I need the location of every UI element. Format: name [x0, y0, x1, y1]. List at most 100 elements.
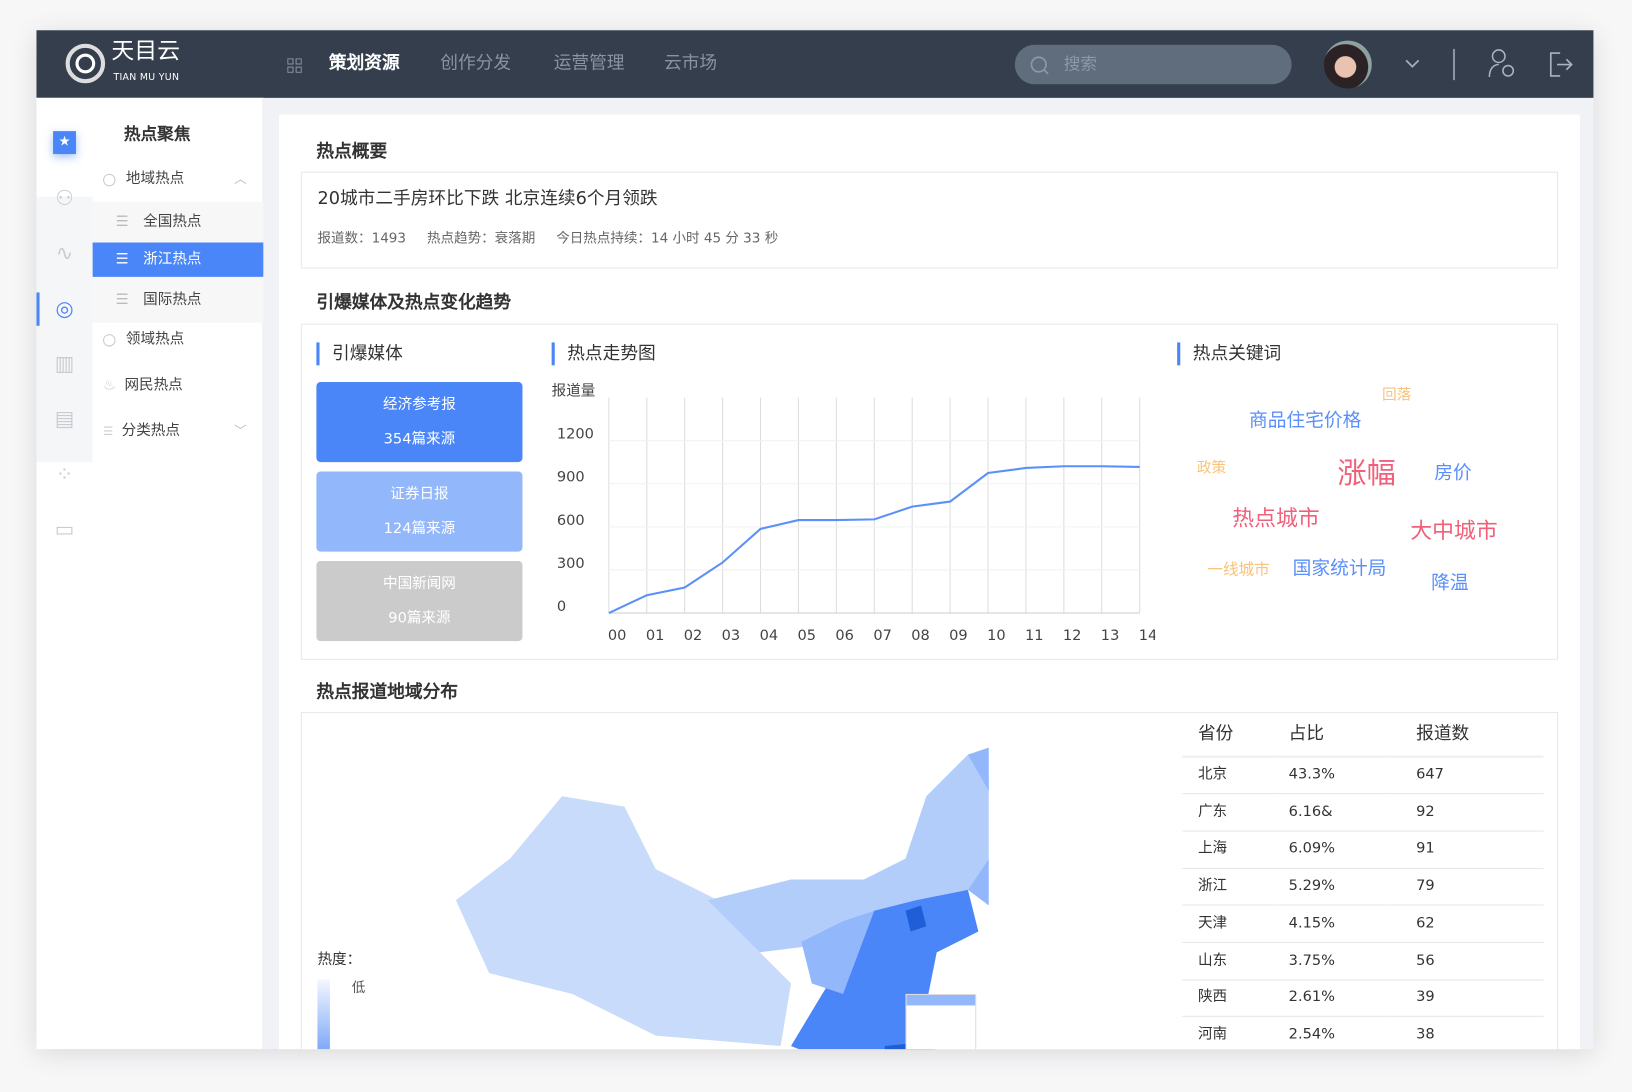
region-box: 热度： 低 省份 占比 报道数 北京 43.3% 647 广东 6.16& 92 上海 6.0…: [300, 711, 1559, 1050]
y-tick-label: 900: [557, 469, 585, 486]
nav-operations[interactable]: 运营管理: [553, 53, 625, 74]
table-row[interactable]: 北京 43.3% 647: [1182, 756, 1544, 795]
trend-label: 热点趋势：: [426, 231, 495, 247]
sidebar-item-label: 全国热点: [143, 213, 202, 230]
chevron-down-icon[interactable]: [1404, 57, 1421, 69]
list-icon: ☰: [115, 291, 129, 309]
logout-icon[interactable]: [1548, 51, 1575, 78]
sidebar-item-domain[interactable]: 领域热点: [93, 323, 264, 357]
legend-title: 热度：: [317, 951, 362, 968]
app-window: 天目云 TIAN MU YUN 策划资源 创作分发 运营管理 云市场 搜索 ★ ⚇…: [36, 30, 1594, 1050]
map-region-west: [455, 796, 792, 1047]
x-tick-label: 08: [911, 627, 930, 644]
user-settings-icon[interactable]: [1487, 48, 1516, 79]
monitor-icon[interactable]: ▭: [54, 517, 75, 541]
cell-province: 天津: [1182, 905, 1279, 943]
user-avatar[interactable]: [1323, 40, 1372, 89]
cell-province: 北京: [1182, 756, 1279, 795]
media-card[interactable]: 经济参考报 354篇来源: [316, 381, 523, 463]
chevron-down-icon[interactable]: ﹀: [234, 423, 247, 439]
summary-stats: 报道数：1493 热点趋势：衰落期 今日热点持续：14 小时 45 分 33 秒: [317, 230, 778, 248]
list-icon: ☰: [115, 213, 129, 230]
cell-ratio: 2.61%: [1278, 979, 1385, 1018]
keyword[interactable]: 房价: [1434, 462, 1472, 484]
map-region-northeast: [967, 747, 989, 906]
trend-box: 引爆媒体 经济参考报 354篇来源 证券日报 124篇来源 中国新闻网 90篇来源 热点走…: [300, 323, 1559, 660]
keyword[interactable]: 回落: [1382, 387, 1412, 404]
search-input[interactable]: 搜索: [1014, 44, 1292, 85]
keyword[interactable]: 国家统计局: [1292, 557, 1387, 580]
logo-title: 天目云: [111, 38, 181, 65]
table-row[interactable]: 天津 4.15% 62: [1182, 905, 1544, 943]
list-icon: ☰: [115, 250, 129, 268]
keyword[interactable]: 政策: [1196, 460, 1227, 477]
sidebar: 热点聚焦 地域热点 ︿ ☰ 全国热点 ☰ 浙江热点 ☰ 国际热点 领域热点 ♨ 网民热点…: [92, 97, 264, 1050]
sidebar-item-netizen[interactable]: ♨ 网民热点: [93, 368, 264, 402]
media-card[interactable]: 中国新闻网 90篇来源: [316, 560, 523, 642]
media-card[interactable]: 证券日报 124篇来源: [316, 471, 523, 552]
cell-count: 62: [1384, 905, 1544, 943]
table-row[interactable]: 浙江 5.29% 79: [1182, 868, 1544, 906]
keyword[interactable]: 热点城市: [1232, 505, 1320, 531]
globe-icon: [103, 333, 116, 347]
cell-province: 浙江: [1182, 868, 1279, 906]
sidebar-item-national[interactable]: ☰ 全国热点: [93, 202, 264, 243]
team-icon[interactable]: ⚇: [55, 186, 74, 210]
hotspot-icon[interactable]: ◎: [55, 296, 74, 320]
cell-count: 38: [1384, 1016, 1544, 1050]
keyword[interactable]: 一线城市: [1207, 559, 1270, 579]
logo-subtitle: TIAN MU YUN: [113, 72, 180, 84]
chevron-up-icon[interactable]: ︿: [234, 171, 247, 187]
duration-value: 14 小时 45 分 33 秒: [650, 231, 779, 247]
sidebar-item-zhejiang[interactable]: ☰ 浙江热点: [92, 242, 264, 277]
x-tick-label: 09: [949, 627, 968, 644]
table-row[interactable]: 广东 6.16& 92: [1182, 793, 1544, 832]
keyword[interactable]: 降温: [1431, 572, 1469, 595]
cell-count: 39: [1384, 979, 1544, 1018]
bar-chart-icon[interactable]: ▥: [54, 351, 75, 375]
cell-count: 56: [1384, 942, 1544, 981]
nav-planning[interactable]: 策划资源: [328, 53, 400, 74]
keyword[interactable]: 商品住宅价格: [1248, 410, 1362, 432]
heat-legend-bar: [317, 979, 330, 1050]
media-title: 引爆媒体: [316, 342, 403, 366]
x-tick-label: 02: [684, 627, 703, 644]
table-row[interactable]: 山东 3.75% 56: [1182, 942, 1544, 981]
keyword[interactable]: 涨幅: [1337, 455, 1396, 491]
cell-count: 91: [1384, 830, 1544, 869]
x-tick-label: 04: [760, 627, 779, 644]
y-axis-label: 报道量: [551, 383, 596, 400]
nav-market[interactable]: 云市场: [664, 53, 718, 74]
media-sources: 354篇来源: [383, 430, 456, 448]
trend-line-chart: 00 01 02 03 04 05 06 07 08 09 10 11 12 13 14 0 300 600 900…: [557, 397, 1155, 644]
col-ratio: 占比: [1278, 712, 1385, 758]
media-name: 中国新闻网: [383, 575, 456, 593]
x-tick-label: 13: [1101, 627, 1120, 644]
icon-rail: ★ ⚇ ∿ ◎ ▥ ▤ ⁘ ▭: [36, 97, 93, 1050]
star-icon[interactable]: ★: [53, 131, 76, 155]
sidebar-item-regional[interactable]: 地域热点 ︿: [93, 162, 264, 196]
apps-icon[interactable]: ⁘: [55, 462, 74, 486]
headline[interactable]: 20城市二手房环比下跌 北京连续6个月领跌: [317, 188, 658, 210]
summary-box: 20城市二手房环比下跌 北京连续6个月领跌 报道数：1493 热点趋势：衰落期 …: [300, 171, 1559, 269]
chart-title: 热点走势图: [551, 342, 656, 366]
cell-count: 79: [1384, 868, 1544, 906]
location-icon: [103, 173, 116, 186]
sidebar-item-category[interactable]: ☰ 分类热点 ﹀: [93, 414, 264, 448]
keyword[interactable]: 大中城市: [1410, 518, 1498, 544]
south-sea-inset: [905, 993, 977, 1050]
table-row[interactable]: 陕西 2.61% 39: [1182, 979, 1544, 1018]
cell-province: 上海: [1182, 830, 1279, 869]
sidebar-item-label: 国际热点: [143, 291, 202, 309]
x-tick-label: 06: [835, 627, 854, 644]
route-icon[interactable]: ∿: [55, 241, 74, 265]
table-row[interactable]: 上海 6.09% 91: [1182, 830, 1544, 869]
sidebar-item-international[interactable]: ☰ 国际热点: [93, 281, 264, 321]
keyword-cloud: 回落商品住宅价格政策 涨幅 房价热点城市大中城市一线城市 国家统计局降温: [1197, 387, 1551, 637]
document-check-icon[interactable]: ▤: [54, 406, 75, 430]
table-row[interactable]: 河南 2.54% 38: [1182, 1016, 1544, 1050]
sidebar-item-label: 领域热点: [125, 330, 185, 348]
apps-grid-icon[interactable]: [287, 57, 302, 73]
province-table: 省份 占比 报道数 北京 43.3% 647 广东 6.16& 92 上海 6.09% 91 浙江…: [1182, 712, 1544, 1050]
nav-creation[interactable]: 创作分发: [440, 53, 512, 74]
